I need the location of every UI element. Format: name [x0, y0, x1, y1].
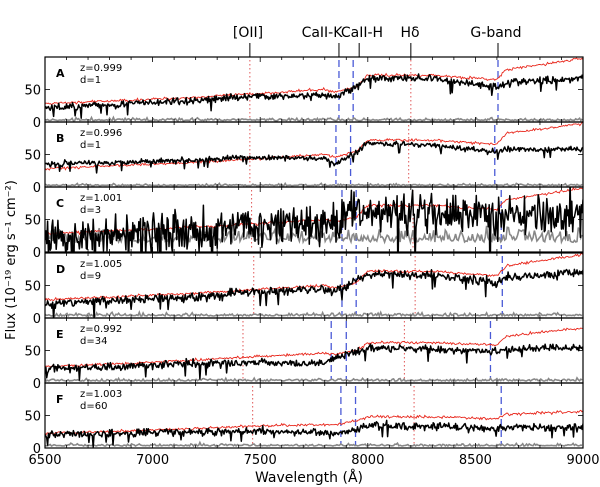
- y-tick-label: 0: [33, 312, 41, 327]
- model-series: [45, 57, 583, 106]
- y-tick-label: 0: [33, 246, 41, 261]
- panel-letter: D: [56, 263, 65, 276]
- x-tick-label: 7500: [244, 453, 277, 468]
- y-tick-label: 50: [24, 149, 41, 164]
- noise-series: [45, 181, 583, 187]
- spectrum-series: [45, 419, 583, 448]
- top-label-h-: Hδ: [400, 25, 419, 41]
- panel-frame: [44, 56, 584, 123]
- panel-letter: F: [56, 393, 64, 406]
- spectrum-series: [45, 140, 583, 174]
- spectrum-series: [45, 187, 583, 252]
- top-label-g-band: G-band: [470, 25, 521, 41]
- x-tick-label: 9000: [566, 453, 599, 468]
- panel-letter: B: [56, 132, 64, 145]
- model-series: [45, 122, 583, 171]
- x-axis-label: Wavelength (Å): [255, 469, 363, 486]
- y-tick-label: 0: [33, 442, 41, 457]
- y-tick-label: 50: [24, 84, 41, 99]
- redshift-label: z=0.999: [80, 63, 122, 74]
- spectrum-series: [45, 343, 583, 381]
- redshift-label: z=1.005: [80, 259, 122, 270]
- noise-series: [45, 309, 583, 318]
- redshift-label: z=0.996: [80, 128, 122, 139]
- y-tick-label: 0: [33, 181, 41, 196]
- distance-label: d=1: [80, 140, 101, 151]
- noise-series: [45, 225, 583, 246]
- x-axis: 6500 7000 7500 8000 8500 9000: [28, 453, 599, 468]
- redshift-label: z=1.001: [80, 193, 122, 204]
- panel-letter: C: [56, 197, 64, 210]
- top-label-caii-h: CaII-H: [341, 25, 383, 41]
- y-tick-label: 50: [24, 410, 41, 425]
- y-tick-label: 50: [24, 214, 41, 229]
- model-series: [45, 327, 583, 368]
- top-label-caii-k: CaII-K: [302, 25, 344, 41]
- y-tick-label: 50: [24, 345, 41, 360]
- model-series: [45, 409, 583, 436]
- x-tick-label: 8000: [351, 453, 384, 468]
- spectrum-series: [45, 73, 583, 119]
- noise-series: [45, 115, 583, 122]
- distance-label: d=9: [80, 271, 101, 282]
- top-label--oii-: [OII]: [233, 25, 263, 41]
- noise-series: [45, 440, 583, 448]
- y-tick-label: 50: [24, 280, 41, 295]
- panel-letter: E: [56, 328, 64, 341]
- redshift-label: z=0.992: [80, 324, 122, 335]
- noise-series: [45, 376, 583, 383]
- x-tick-label: 8500: [459, 453, 492, 468]
- distance-label: d=60: [80, 401, 107, 412]
- panel-frame: [44, 121, 584, 188]
- distance-label: d=1: [80, 75, 101, 86]
- distance-label: d=34: [80, 336, 107, 347]
- y-tick-label: 0: [33, 116, 41, 131]
- redshift-label: z=1.003: [80, 389, 122, 400]
- x-tick-label: 6500: [28, 453, 61, 468]
- x-tick-label: 7000: [136, 453, 169, 468]
- panel-letter: A: [56, 67, 65, 80]
- y-tick-label: 0: [33, 377, 41, 392]
- panel-frame: [44, 382, 584, 449]
- distance-label: d=3: [80, 205, 101, 216]
- spectrum-series: [45, 268, 583, 318]
- y-axis-label: Flux (10⁻¹⁹ erg s⁻¹ cm⁻²): [4, 180, 19, 340]
